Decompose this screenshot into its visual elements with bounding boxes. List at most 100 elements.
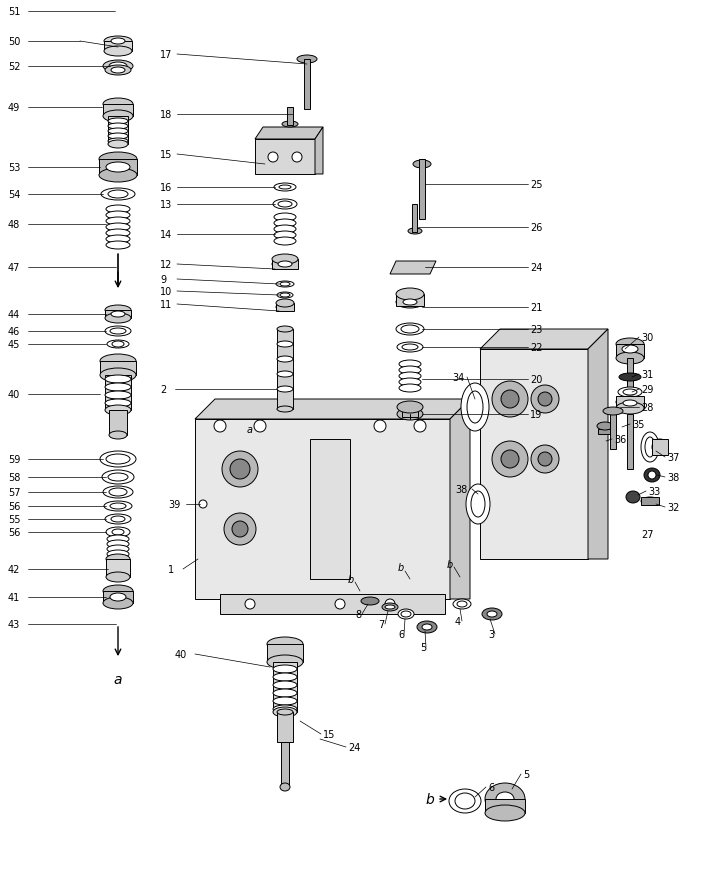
Text: 29: 29 xyxy=(641,385,653,395)
Text: a: a xyxy=(247,425,253,434)
Ellipse shape xyxy=(108,139,128,145)
Ellipse shape xyxy=(109,63,127,71)
Text: 23: 23 xyxy=(530,325,542,335)
Bar xyxy=(485,799,525,813)
Ellipse shape xyxy=(274,183,296,192)
Ellipse shape xyxy=(397,342,423,353)
Ellipse shape xyxy=(101,189,135,201)
Ellipse shape xyxy=(279,186,291,189)
Text: 56: 56 xyxy=(8,501,20,512)
Polygon shape xyxy=(480,329,608,349)
Ellipse shape xyxy=(108,119,128,125)
Ellipse shape xyxy=(106,229,130,238)
Bar xyxy=(627,359,633,394)
Ellipse shape xyxy=(382,603,398,611)
Ellipse shape xyxy=(107,550,129,559)
Ellipse shape xyxy=(482,608,502,620)
Bar xyxy=(396,295,424,307)
Ellipse shape xyxy=(111,68,125,74)
Ellipse shape xyxy=(457,601,467,607)
Ellipse shape xyxy=(272,255,298,265)
Text: 39: 39 xyxy=(168,500,180,509)
Ellipse shape xyxy=(99,169,137,182)
Text: 32: 32 xyxy=(667,502,679,513)
Ellipse shape xyxy=(399,361,421,368)
Ellipse shape xyxy=(100,368,136,382)
Text: 57: 57 xyxy=(8,488,20,497)
Polygon shape xyxy=(450,400,470,600)
Polygon shape xyxy=(255,128,323,140)
Text: 27: 27 xyxy=(641,529,653,540)
Text: 1: 1 xyxy=(168,564,174,574)
Ellipse shape xyxy=(100,355,136,368)
Text: 20: 20 xyxy=(530,375,542,385)
Bar xyxy=(616,396,644,408)
Bar xyxy=(273,662,297,713)
Ellipse shape xyxy=(652,440,668,455)
Bar xyxy=(108,116,128,145)
Circle shape xyxy=(531,446,559,474)
Circle shape xyxy=(492,441,528,477)
Circle shape xyxy=(222,452,258,488)
Ellipse shape xyxy=(267,637,303,651)
Text: 25: 25 xyxy=(530,180,543,189)
Polygon shape xyxy=(480,349,588,560)
Text: 10: 10 xyxy=(160,287,172,296)
Ellipse shape xyxy=(105,306,131,315)
Ellipse shape xyxy=(597,422,613,430)
Ellipse shape xyxy=(413,161,431,169)
Text: 2: 2 xyxy=(160,385,166,395)
Text: 30: 30 xyxy=(641,333,653,342)
Circle shape xyxy=(538,393,552,407)
Text: 48: 48 xyxy=(8,220,20,229)
Ellipse shape xyxy=(466,484,490,524)
Ellipse shape xyxy=(110,594,126,601)
Ellipse shape xyxy=(108,129,128,135)
Ellipse shape xyxy=(408,229,422,235)
Ellipse shape xyxy=(277,293,293,299)
Bar xyxy=(100,362,136,375)
Circle shape xyxy=(531,386,559,414)
Ellipse shape xyxy=(106,554,130,564)
Ellipse shape xyxy=(276,300,294,308)
Ellipse shape xyxy=(467,392,483,423)
Ellipse shape xyxy=(399,373,421,381)
Text: 7: 7 xyxy=(378,620,384,629)
Bar xyxy=(627,415,633,469)
Ellipse shape xyxy=(399,385,421,393)
Bar xyxy=(109,410,127,435)
Bar xyxy=(277,329,293,409)
Ellipse shape xyxy=(616,339,644,350)
Text: 6: 6 xyxy=(488,782,494,792)
Text: 42: 42 xyxy=(8,564,20,574)
Ellipse shape xyxy=(461,383,489,432)
Circle shape xyxy=(492,381,528,417)
Circle shape xyxy=(232,521,248,537)
Ellipse shape xyxy=(399,367,421,375)
Ellipse shape xyxy=(110,328,126,335)
Ellipse shape xyxy=(272,260,298,269)
Ellipse shape xyxy=(107,546,129,554)
Text: 15: 15 xyxy=(323,729,335,740)
Ellipse shape xyxy=(274,232,296,240)
Text: 28: 28 xyxy=(641,402,653,413)
Ellipse shape xyxy=(403,300,417,306)
Ellipse shape xyxy=(402,345,418,350)
Text: 50: 50 xyxy=(8,37,20,47)
Circle shape xyxy=(538,453,552,467)
Text: 12: 12 xyxy=(160,260,172,269)
Text: 13: 13 xyxy=(160,200,172,209)
Bar xyxy=(641,497,659,506)
Text: 55: 55 xyxy=(8,514,20,524)
Text: 49: 49 xyxy=(8,103,20,113)
Ellipse shape xyxy=(626,492,640,503)
Ellipse shape xyxy=(385,606,395,609)
Ellipse shape xyxy=(106,242,130,249)
Ellipse shape xyxy=(277,407,293,413)
Ellipse shape xyxy=(103,99,133,111)
Text: 9: 9 xyxy=(160,275,166,285)
Ellipse shape xyxy=(616,396,644,408)
Polygon shape xyxy=(195,400,470,420)
Text: 44: 44 xyxy=(8,309,20,320)
Text: 33: 33 xyxy=(648,487,660,496)
